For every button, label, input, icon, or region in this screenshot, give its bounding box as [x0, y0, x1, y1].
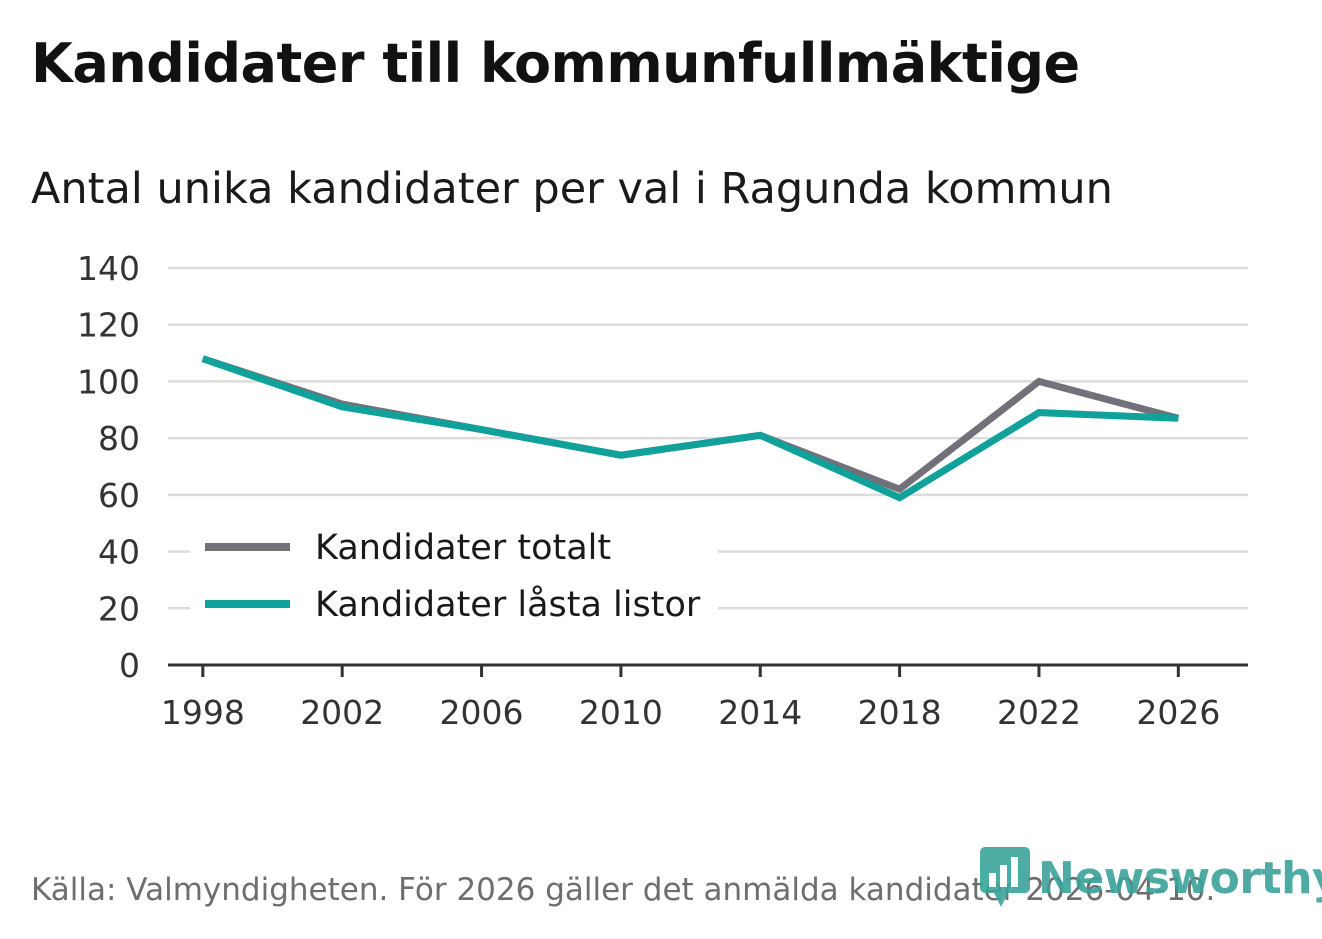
series-line-lasta-listor — [201, 355, 1179, 502]
y-tick-label-60: 60 — [98, 476, 140, 515]
x-tick-label-2014: 2014 — [718, 693, 802, 732]
line-chart: 0 20 40 60 80 100 120 140 1998 2002 2006 2010 2014 2… — [77, 249, 1248, 732]
x-tick-label-2022: 2022 — [997, 693, 1081, 732]
x-tick-label-2010: 2010 — [579, 693, 663, 732]
y-tick-label-100: 100 — [77, 362, 140, 401]
legend: Kandidater totalt Kandidater låsta listor — [190, 520, 718, 638]
y-tick-label-20: 20 — [98, 589, 140, 628]
x-tick-label-2018: 2018 — [858, 693, 942, 732]
newsworthy-logo: Newsworthy — [980, 847, 1322, 908]
legend-background — [190, 520, 718, 638]
y-tick-label-140: 140 — [77, 249, 140, 288]
chart-title: Kandidater till kommunfullmäktige — [31, 32, 1080, 95]
x-axis-ticks: 1998 2002 2006 2010 2014 2018 2022 2026 — [161, 665, 1220, 732]
x-tick-label-1998: 1998 — [161, 693, 245, 732]
legend-label-totalt: Kandidater totalt — [315, 528, 611, 568]
series-lines — [201, 355, 1180, 502]
y-tick-label-120: 120 — [77, 306, 140, 345]
x-tick-label-2026: 2026 — [1136, 693, 1220, 732]
legend-label-lasta-listor: Kandidater låsta listor — [315, 584, 701, 625]
bar-chart-icon — [980, 847, 1030, 907]
x-tick-label-2002: 2002 — [300, 693, 384, 732]
x-tick-label-2006: 2006 — [440, 693, 524, 732]
y-tick-label-40: 40 — [98, 533, 140, 572]
chart-subtitle: Antal unika kandidater per val i Ragunda… — [31, 164, 1113, 214]
series-line-totalt — [201, 355, 1180, 494]
y-tick-label-80: 80 — [98, 419, 140, 458]
logo-text: Newsworthy — [1038, 852, 1322, 904]
y-tick-label-0: 0 — [119, 646, 140, 685]
y-axis-ticks: 0 20 40 60 80 100 120 140 — [77, 249, 140, 685]
